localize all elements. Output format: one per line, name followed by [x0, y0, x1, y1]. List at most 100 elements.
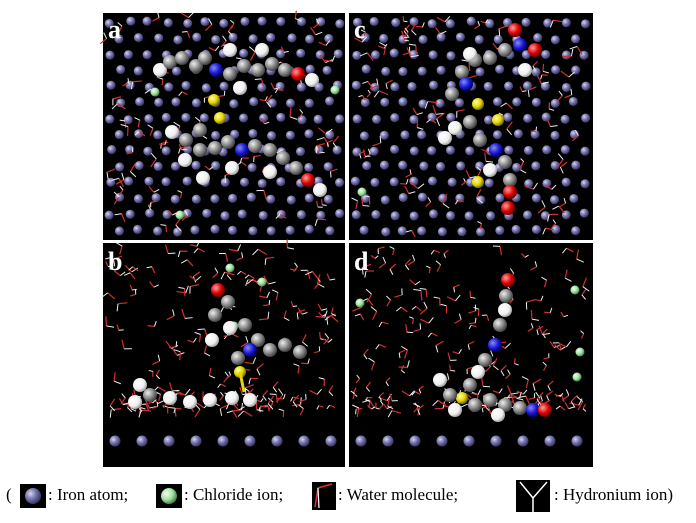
snapshot-detail	[153, 227, 162, 236]
snapshot-detail	[293, 345, 307, 359]
snapshot-detail	[475, 35, 484, 44]
snapshot-detail	[360, 226, 369, 235]
snapshot-detail	[550, 195, 559, 204]
snapshot-detail	[305, 99, 314, 108]
snapshot-detail	[522, 18, 531, 27]
snapshot-detail	[371, 210, 380, 219]
snapshot-detail	[124, 50, 133, 59]
snapshot-detail	[538, 403, 552, 417]
snapshot-detail	[171, 195, 180, 204]
snapshot-detail	[562, 18, 571, 27]
snapshot-detail	[403, 21, 407, 22]
snapshot-detail	[571, 161, 580, 170]
snapshot-detail	[305, 35, 314, 44]
snapshot-detail	[571, 226, 580, 235]
snapshot-detail	[269, 300, 270, 305]
snapshot-detail	[196, 171, 210, 185]
snapshot-detail	[413, 318, 414, 324]
snapshot-detail	[524, 146, 533, 155]
snapshot-detail	[291, 67, 305, 81]
snapshot-detail	[171, 162, 180, 171]
snapshot-detail	[581, 179, 590, 188]
snapshot-detail	[276, 17, 285, 26]
snapshot-detail	[542, 145, 551, 154]
snapshot-detail	[219, 96, 225, 97]
snapshot-detail	[210, 194, 219, 203]
snapshot-detail	[323, 66, 332, 75]
snapshot-detail	[225, 161, 239, 175]
snapshot-detail	[257, 83, 266, 92]
snapshot-detail	[218, 436, 229, 447]
snapshot-detail	[421, 290, 422, 300]
snapshot-detail	[144, 114, 153, 123]
snapshot-detail	[192, 33, 201, 42]
snapshot-detail	[270, 394, 277, 395]
snapshot-detail	[472, 98, 484, 110]
snapshot-detail	[202, 83, 211, 92]
snapshot-detail	[438, 227, 447, 236]
snapshot-detail	[372, 115, 381, 124]
snapshot-detail	[503, 113, 512, 122]
snapshot-detail	[240, 17, 249, 26]
snapshot-detail	[175, 408, 181, 409]
snapshot-detail	[456, 161, 465, 170]
snapshot-detail	[134, 33, 143, 42]
snapshot-detail	[562, 83, 571, 92]
snapshot-detail	[191, 436, 202, 447]
snapshot-detail	[418, 193, 427, 202]
snapshot-detail	[468, 398, 482, 412]
snapshot-detail	[135, 161, 144, 170]
snapshot-detail	[223, 321, 237, 335]
snapshot-detail	[287, 33, 296, 42]
snapshot-detail	[247, 193, 256, 202]
snapshot-detail	[561, 145, 570, 154]
snapshot-detail	[193, 143, 207, 157]
snapshot-detail	[484, 115, 493, 124]
snapshot-detail	[483, 51, 497, 65]
snapshot-detail	[356, 436, 367, 447]
snapshot-detail	[240, 178, 249, 187]
snapshot-detail	[391, 211, 400, 220]
snapshot-detail	[248, 139, 262, 153]
figure: a b c d ( : Iron atom; : Chloride ion; :…	[0, 0, 696, 523]
snapshot-detail	[465, 211, 474, 220]
snapshot-detail	[265, 57, 279, 71]
snapshot-detail	[362, 161, 371, 170]
snapshot-detail	[175, 51, 189, 65]
snapshot-detail	[110, 436, 121, 447]
snapshot-detail	[351, 177, 360, 186]
snapshot-detail	[182, 81, 191, 90]
snapshot-detail	[160, 225, 165, 226]
snapshot-detail	[278, 338, 292, 352]
snapshot-detail	[182, 31, 187, 32]
snapshot-detail	[472, 176, 484, 188]
snapshot-detail	[484, 82, 493, 91]
snapshot-detail	[390, 82, 399, 91]
snapshot-detail	[173, 35, 182, 44]
snapshot-detail	[464, 436, 475, 447]
snapshot-detail	[106, 316, 107, 326]
snapshot-detail	[324, 162, 333, 171]
snapshot-detail	[192, 161, 201, 170]
snapshot-detail	[299, 436, 310, 447]
snapshot-detail	[305, 193, 314, 202]
snapshot-detail	[326, 436, 337, 447]
snapshot-detail	[363, 206, 370, 207]
snapshot-detail	[551, 131, 560, 140]
snapshot-detail	[476, 195, 485, 204]
snapshot-detail	[562, 51, 571, 60]
snapshot-detail	[205, 333, 219, 347]
snapshot-detail	[398, 161, 407, 170]
snapshot-detail	[263, 305, 269, 306]
snapshot-detail	[258, 179, 267, 188]
snapshot-detail	[211, 35, 220, 44]
snapshot-detail	[245, 436, 256, 447]
snapshot-detail	[116, 65, 125, 74]
snapshot-detail	[105, 211, 114, 220]
snapshot-detail	[219, 82, 228, 91]
snapshot-detail	[580, 209, 589, 218]
snapshot-detail	[469, 323, 476, 324]
snapshot-detail	[576, 348, 585, 357]
snapshot-detail	[221, 211, 230, 220]
snapshot-detail	[532, 67, 541, 76]
